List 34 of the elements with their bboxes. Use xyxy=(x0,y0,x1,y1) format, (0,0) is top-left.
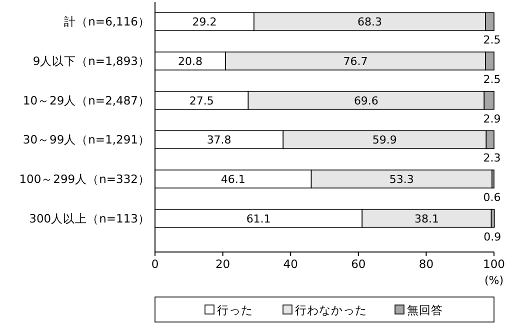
data-label: 59.9 xyxy=(372,134,397,147)
x-tick-label: 100 xyxy=(483,257,505,271)
data-label: 27.5 xyxy=(189,94,214,108)
y-tick-label: 300人以上（n=113） xyxy=(29,211,150,226)
data-label: 2.5 xyxy=(483,34,501,47)
y-tick-label: 10～29人（n=2,487） xyxy=(22,93,150,108)
x-tick-label: 0 xyxy=(151,257,159,271)
x-axis-title: (%) xyxy=(484,274,504,287)
data-label: 69.6 xyxy=(354,94,378,108)
legend-label: 無回答 xyxy=(407,303,443,317)
legend-label: 行わなかった xyxy=(295,303,367,317)
data-label: 0.6 xyxy=(483,191,501,204)
legend-label: 行った xyxy=(217,303,253,317)
x-tick-label: 80 xyxy=(418,257,434,271)
data-label: 20.8 xyxy=(178,55,203,68)
data-label: 2.5 xyxy=(483,73,501,86)
data-label: 29.2 xyxy=(192,16,217,29)
data-label: 2.9 xyxy=(483,112,501,126)
y-tick-label: 30～99人（n=1,291） xyxy=(22,132,150,147)
y-tick-label: 計（n=6,116） xyxy=(64,14,150,29)
x-tick-label: 20 xyxy=(215,257,230,271)
data-label: 37.8 xyxy=(206,134,232,147)
y-tick-label: 100～299人（n=332） xyxy=(19,172,150,186)
data-label: 61.1 xyxy=(246,212,271,226)
data-label: 76.7 xyxy=(343,55,368,68)
x-tick-label: 60 xyxy=(351,257,366,271)
data-label: 53.3 xyxy=(389,173,414,186)
data-label: 38.1 xyxy=(414,212,439,226)
data-label: 0.9 xyxy=(484,230,502,244)
data-label: 46.1 xyxy=(220,173,246,186)
y-tick-label: 9人以下（n=1,893） xyxy=(32,54,150,68)
data-label: 2.3 xyxy=(483,152,501,165)
data-label: 68.3 xyxy=(358,16,382,29)
x-tick-label: 40 xyxy=(283,257,298,271)
